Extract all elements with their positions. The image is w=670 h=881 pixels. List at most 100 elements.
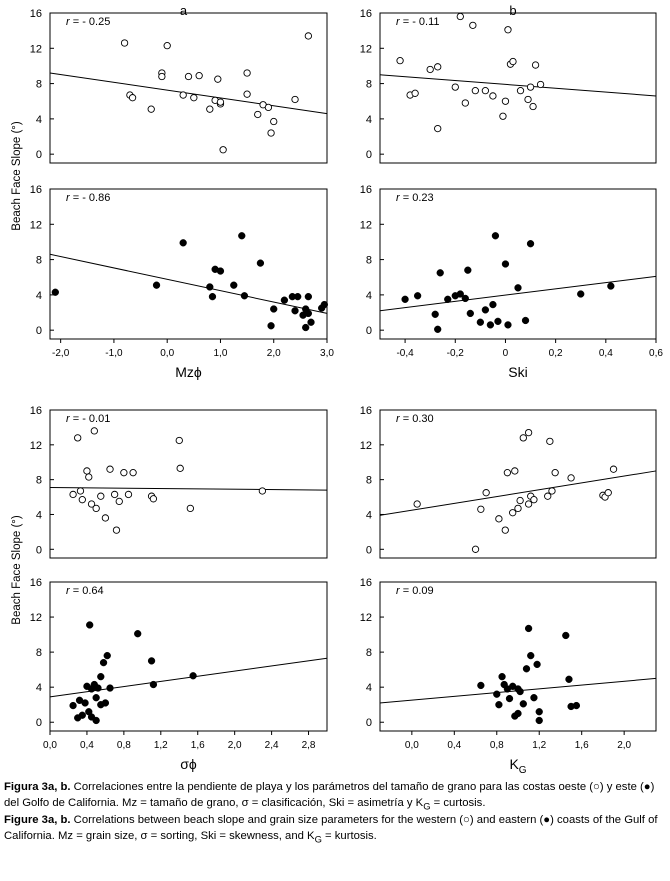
data-point <box>134 630 142 638</box>
y-tick-label: 4 <box>366 290 372 302</box>
data-point <box>501 526 509 534</box>
x-axis-title: σϕ <box>180 756 197 772</box>
data-point <box>524 428 533 437</box>
data-point <box>256 259 265 267</box>
data-point <box>115 497 123 506</box>
y-tick-label: 0 <box>366 717 372 729</box>
data-point <box>434 325 442 333</box>
y-tick-label: 12 <box>360 612 372 624</box>
y-tick-label: 12 <box>30 612 42 624</box>
data-point <box>92 694 100 702</box>
y-tick-label: 16 <box>360 405 372 417</box>
x-axis-title: Mzϕ <box>175 364 202 380</box>
data-point <box>112 526 121 534</box>
data-point <box>92 504 100 513</box>
data-point <box>481 306 490 314</box>
data-point <box>551 469 559 477</box>
data-point <box>129 469 137 477</box>
y-tick-label: 4 <box>366 114 372 126</box>
data-point <box>90 427 98 435</box>
y-tick-label: 8 <box>366 255 372 267</box>
data-point <box>526 83 535 91</box>
panel-frame <box>379 188 657 340</box>
y-tick-label: 8 <box>36 475 42 487</box>
data-point <box>477 505 485 513</box>
x-tick-label: -0,4 <box>396 348 414 359</box>
scatter-panel-ski-east: 0 4 8 12 16 -0,4 -0,2 0 0,2 0,4 0,6 r = 0.23 Ski <box>360 184 664 380</box>
data-point <box>536 80 545 89</box>
x-tick-label: 0 <box>503 348 509 359</box>
x-tick-label: 1,2 <box>154 740 168 751</box>
data-point <box>320 300 328 309</box>
data-point <box>184 72 193 81</box>
data-point <box>526 240 535 248</box>
scatter-panel-ski-west: 0 4 8 12 16 r = - 0.11 b <box>360 3 657 164</box>
x-tick-label: 0,4 <box>599 348 613 359</box>
data-point <box>604 489 612 497</box>
data-point <box>280 296 289 304</box>
figure-caption: Figura 3a, b. Correlaciones entre la pen… <box>4 780 668 847</box>
data-point <box>401 295 409 303</box>
data-point <box>219 146 227 154</box>
correlation-label: r = 0.64 <box>66 585 104 597</box>
trend-line <box>49 253 328 314</box>
data-point <box>74 434 82 442</box>
data-point <box>413 500 421 508</box>
data-point <box>501 97 510 105</box>
data-point <box>495 701 503 709</box>
data-point <box>81 699 89 707</box>
y-tick-label: 8 <box>36 79 42 91</box>
data-point <box>522 665 531 673</box>
data-point <box>456 290 464 298</box>
y-tick-label: 12 <box>360 43 372 55</box>
correlation-label: r = - 0.11 <box>396 16 440 28</box>
data-point <box>481 86 490 95</box>
panel-letter: a <box>180 3 188 18</box>
data-point <box>491 232 500 240</box>
data-point <box>482 489 490 497</box>
data-point <box>270 117 278 126</box>
data-point <box>267 129 275 137</box>
scatter-panel-mz-west: 0 4 8 12 16 r = - 0.25 a <box>30 3 328 164</box>
data-point <box>533 660 541 669</box>
data-point <box>147 657 156 665</box>
correlation-label: r = 0.23 <box>396 192 434 204</box>
data-point <box>86 621 94 629</box>
data-point <box>214 75 222 83</box>
x-tick-label: -1,0 <box>105 348 123 359</box>
data-point <box>521 316 530 325</box>
y-tick-label: 4 <box>36 509 42 521</box>
y-tick-label: 12 <box>360 440 372 452</box>
data-point <box>519 434 527 442</box>
caption-english-text: Correlations between beach slope and gra… <box>4 814 658 843</box>
panel-frame <box>379 12 657 164</box>
data-point <box>544 492 552 500</box>
x-tick-label: 2,0 <box>267 348 281 359</box>
caption-english-subscript: G <box>314 833 322 845</box>
data-point <box>451 83 459 91</box>
data-point <box>461 99 469 107</box>
data-point <box>514 709 522 718</box>
data-point <box>264 103 273 112</box>
data-point <box>529 102 537 111</box>
data-point <box>254 110 262 119</box>
data-point <box>291 307 299 315</box>
caption-spanish-label: Figura 3a, b. <box>4 781 71 793</box>
data-point <box>516 496 524 505</box>
figure-canvas: 0 4 8 12 16 r = - 0.25 a 0 4 8 12 16 r = - 0.11 b 0 4 8 1… <box>11 3 664 776</box>
data-point <box>69 701 77 710</box>
trend-line <box>49 486 328 491</box>
correlation-label: r = 0.30 <box>396 413 434 425</box>
data-point <box>69 490 77 499</box>
correlation-label: r = - 0.01 <box>66 413 110 425</box>
data-point <box>190 94 198 102</box>
x-tick-label: 0,4 <box>80 740 94 751</box>
y-tick-label: 16 <box>30 8 42 20</box>
data-point <box>78 496 86 504</box>
data-point <box>97 492 105 500</box>
data-point <box>434 63 442 71</box>
x-tick-label: 0,0 <box>160 348 174 359</box>
data-point <box>240 292 249 300</box>
y-tick-label: 4 <box>366 509 372 521</box>
data-point <box>92 716 100 725</box>
